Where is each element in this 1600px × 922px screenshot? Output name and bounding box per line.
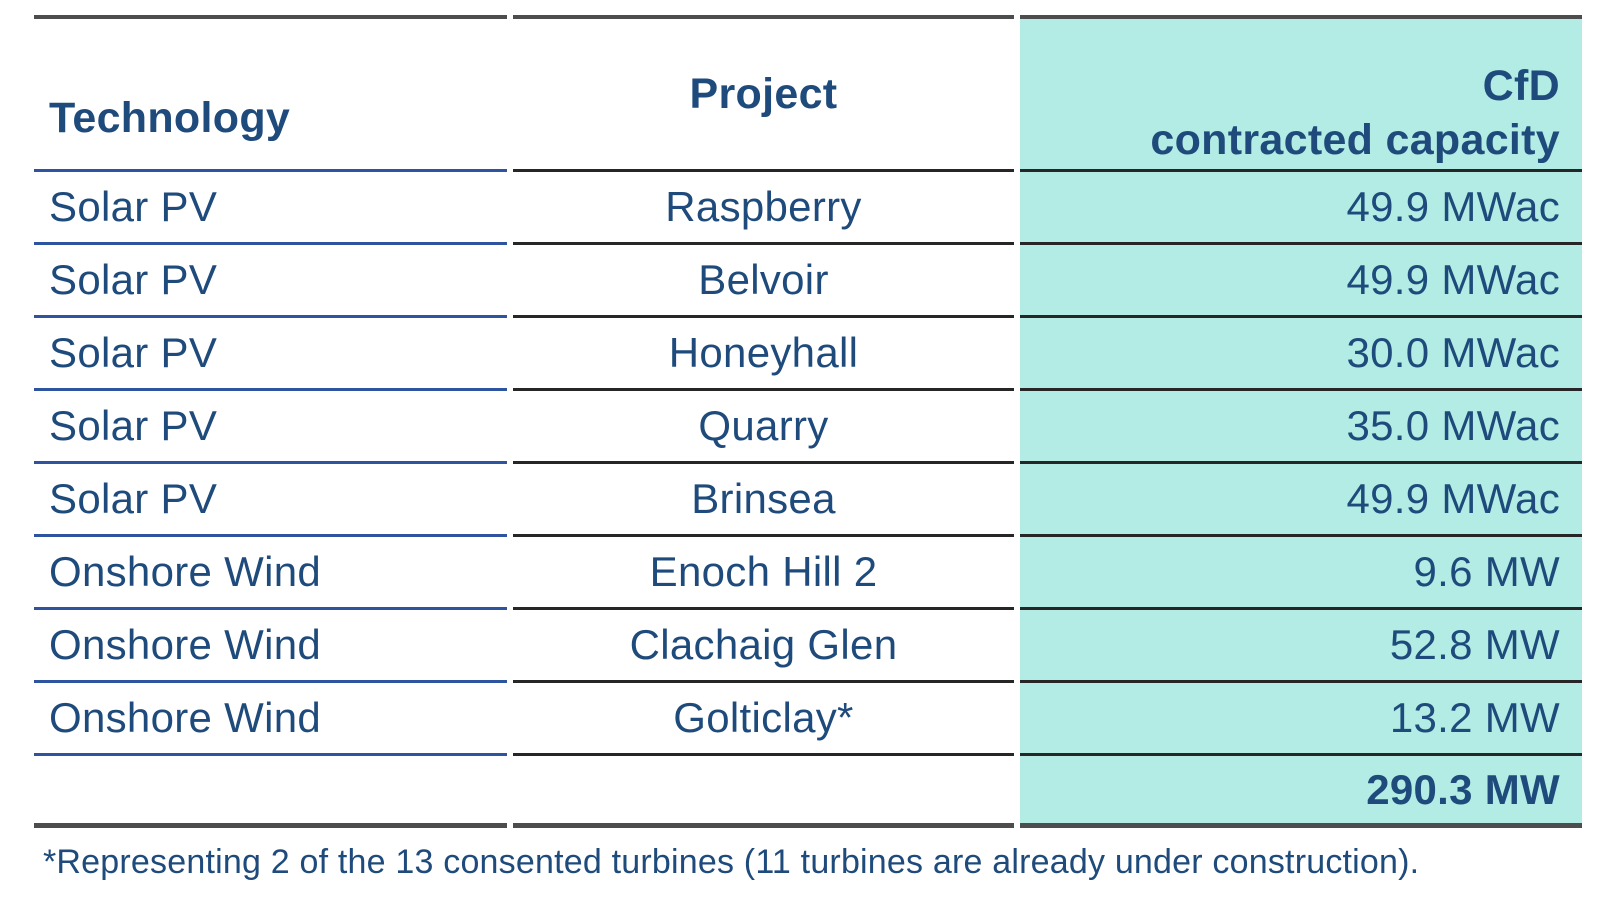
footnote-text: *Representing 2 of the 13 consented turb… — [43, 843, 1420, 881]
cell-technology: Onshore Wind — [34, 537, 507, 610]
total-row-empty-project — [513, 756, 1014, 828]
column-header-cfd-capacity-label: CfD contracted capacity — [1150, 59, 1560, 167]
cell-technology: Solar PV — [34, 318, 507, 391]
cell-capacity: 35.0 MWac — [1020, 391, 1582, 464]
column-header-project: Project — [513, 15, 1014, 172]
cfd-header-line2: contracted capacity — [1150, 116, 1560, 164]
cell-technology: Onshore Wind — [34, 610, 507, 683]
cell-capacity: 13.2 MW — [1020, 683, 1582, 756]
column-header-cfd-capacity: CfD contracted capacity — [1020, 15, 1582, 172]
column-header-technology: Technology — [34, 15, 507, 172]
cell-project: Belvoir — [513, 245, 1014, 318]
cfd-header-line1: CfD — [1482, 62, 1560, 110]
cell-capacity: 49.9 MWac — [1020, 172, 1582, 245]
cell-project: Clachaig Glen — [513, 610, 1014, 683]
cell-technology: Solar PV — [34, 172, 507, 245]
cell-capacity: 52.8 MW — [1020, 610, 1582, 683]
cell-project: Quarry — [513, 391, 1014, 464]
cell-capacity: 49.9 MWac — [1020, 464, 1582, 537]
total-row-empty-technology — [34, 756, 507, 828]
cell-capacity: 9.6 MW — [1020, 537, 1582, 610]
cell-technology: Solar PV — [34, 245, 507, 318]
cell-technology: Solar PV — [34, 464, 507, 537]
cell-technology: Solar PV — [34, 391, 507, 464]
cell-capacity: 49.9 MWac — [1020, 245, 1582, 318]
cfd-capacity-table: Technology Project CfD contracted capaci… — [34, 15, 1582, 828]
cell-project: Brinsea — [513, 464, 1014, 537]
cell-project: Golticlay* — [513, 683, 1014, 756]
cell-project: Raspberry — [513, 172, 1014, 245]
cell-project: Honeyhall — [513, 318, 1014, 391]
cell-technology: Onshore Wind — [34, 683, 507, 756]
total-capacity: 290.3 MW — [1020, 756, 1582, 828]
cell-capacity: 30.0 MWac — [1020, 318, 1582, 391]
column-header-technology-label: Technology — [49, 94, 291, 142]
column-header-project-label: Project — [689, 69, 838, 118]
cell-project: Enoch Hill 2 — [513, 537, 1014, 610]
